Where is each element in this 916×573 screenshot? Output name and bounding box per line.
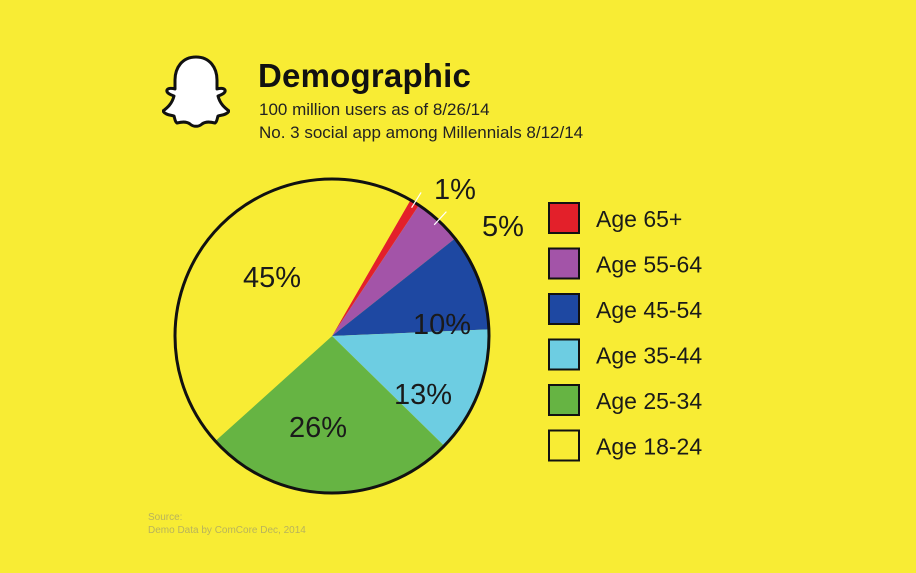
data-label-age-18-24: 45% [243, 262, 301, 294]
legend-swatch-age-55-64 [548, 247, 580, 280]
legend-swatch-age-25-34 [548, 384, 580, 416]
data-label-age-65: 1% [434, 174, 476, 206]
legend-swatch-age-45-54 [548, 293, 580, 325]
legend-label-age-25-34: Age 25-34 [596, 388, 702, 414]
leader-line-age-65 [411, 192, 422, 209]
legend-label-age-65: Age 65+ [596, 206, 682, 232]
legend-label-age-45-54: Age 45-54 [596, 297, 702, 323]
subtitle-users: 100 million users as of 8/26/14 [259, 100, 490, 119]
data-label-age-55-64: 5% [482, 211, 524, 243]
legend-swatch-age-65 [548, 202, 580, 234]
pie-slice-age-25-34 [215, 336, 445, 493]
pie-slice-age-18-24 [175, 178, 411, 442]
data-label-age-25-34: 26% [289, 412, 347, 444]
leader-line-age-55-64 [433, 211, 447, 226]
snapchat-ghost-icon [162, 55, 230, 128]
source-text: Demo Data by ComCore Dec, 2014 [148, 525, 306, 536]
legend-label-age-18-24: Age 18-24 [596, 434, 702, 460]
chart-title: Demographic [258, 57, 472, 94]
pie-slice-age-45-54 [332, 238, 489, 336]
pie-slice-age-35-44 [332, 329, 489, 446]
legend-swatch-age-35-44 [548, 338, 580, 371]
legend-swatch-age-18-24 [548, 429, 580, 462]
pie-outline [173, 177, 491, 495]
pie-slice-age-55-64 [332, 205, 456, 336]
data-label-age-45-54: 10% [413, 309, 471, 341]
source-label: Source: [148, 512, 183, 523]
subtitle-ranking: No. 3 social app among Millennials 8/12/… [259, 123, 584, 142]
legend-label-age-55-64: Age 55-64 [596, 252, 702, 278]
data-label-age-35-44: 13% [394, 379, 452, 411]
legend-label-age-35-44: Age 35-44 [596, 343, 702, 369]
pie-slice-age-65 [332, 200, 419, 336]
